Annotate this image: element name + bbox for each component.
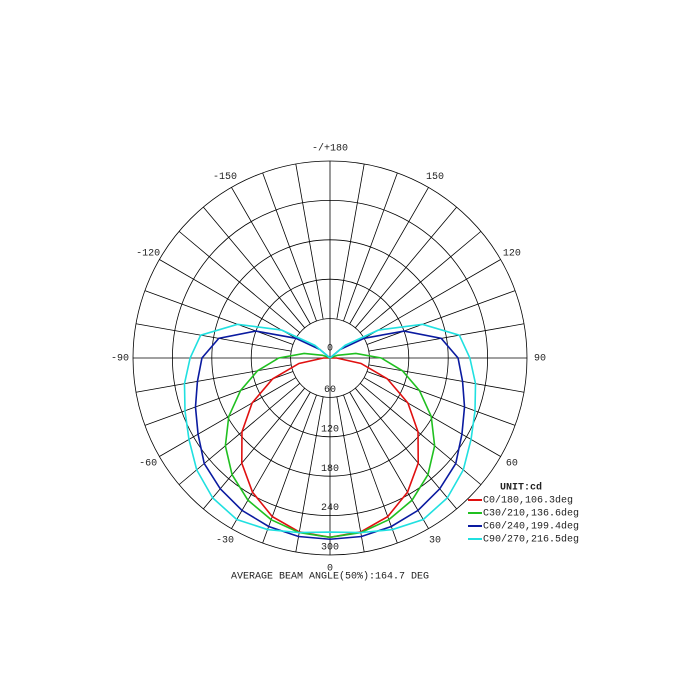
theta-tick-label: 120: [503, 249, 521, 260]
grid-spoke: [144, 371, 294, 426]
grid-spoke: [349, 187, 429, 325]
grid-spoke: [262, 172, 317, 322]
grid-spoke: [336, 396, 365, 553]
grid-spoke: [359, 231, 482, 333]
theta-tick-label: -/+180: [312, 143, 348, 155]
grid-spoke: [178, 383, 301, 485]
grid-spoke: [366, 371, 516, 426]
grid-spoke: [135, 323, 292, 352]
grid-spoke: [203, 387, 305, 510]
grid-spoke: [231, 187, 311, 325]
grid-spoke: [159, 377, 297, 457]
grid-spoke: [231, 391, 311, 529]
grid-spoke: [295, 163, 324, 320]
grid-spoke: [295, 396, 324, 553]
theta-tick-label: 150: [426, 172, 444, 183]
grid-spoke: [368, 323, 525, 352]
theta-tick-label: 60: [506, 459, 518, 470]
legend-label: C0/180,106.3deg: [483, 495, 573, 507]
theta-tick-label: 30: [429, 536, 441, 547]
grid-spoke: [366, 290, 516, 345]
chart-title: AVERAGE BEAM ANGLE(50%):164.7 DEG: [231, 571, 429, 583]
grid-spoke: [343, 172, 398, 322]
grid-spoke: [262, 394, 317, 544]
theta-tick-label: -120: [136, 249, 160, 260]
theta-tick-label: -30: [216, 536, 234, 547]
grid-spoke: [363, 259, 501, 339]
grid-spoke: [363, 377, 501, 457]
legend-label: C60/240,199.4deg: [483, 521, 579, 533]
theta-tick-label: 0: [327, 564, 333, 575]
curve: [224, 352, 436, 539]
grid-spoke: [355, 387, 457, 510]
grid-spoke: [203, 206, 305, 329]
grid-spoke: [336, 163, 365, 320]
grid-spoke: [159, 259, 297, 339]
theta-tick-label: 90: [534, 354, 546, 365]
grid-spoke: [359, 383, 482, 485]
grid-spoke: [355, 206, 457, 329]
legend-label: C30/210,136.6deg: [483, 508, 579, 520]
grid-spoke: [343, 394, 398, 544]
grid-spoke: [135, 364, 292, 393]
grid-spoke: [368, 364, 525, 393]
grid-spoke: [349, 391, 429, 529]
grid-spoke: [178, 231, 301, 333]
curve: [194, 330, 466, 541]
legend-title: UNIT:cd: [500, 482, 542, 494]
theta-tick-label: -60: [139, 459, 157, 470]
grid-spoke: [144, 290, 294, 345]
theta-tick-label: -90: [111, 354, 129, 365]
legend-label: C90/270,216.5deg: [483, 534, 579, 546]
curve: [183, 323, 477, 534]
theta-tick-label: -150: [213, 172, 237, 183]
